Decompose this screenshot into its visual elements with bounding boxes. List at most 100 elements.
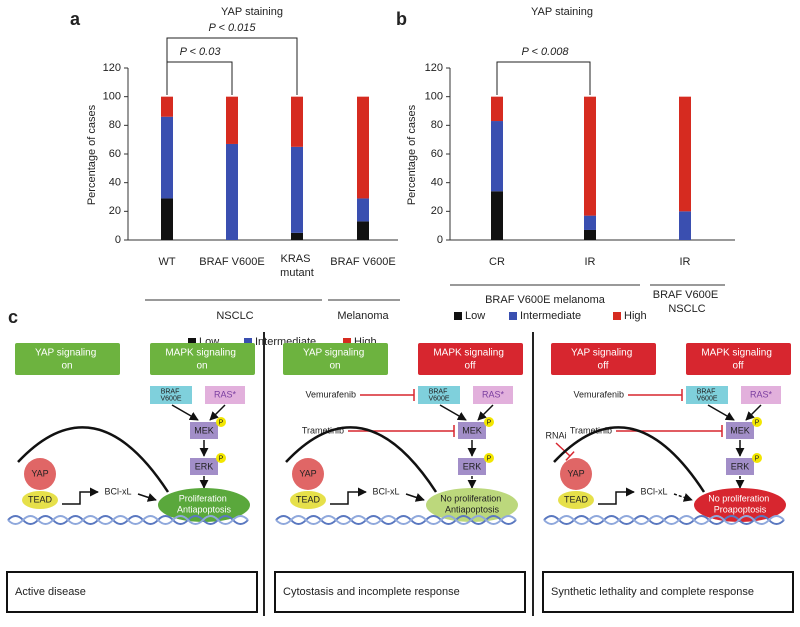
y-tick-label: 40 <box>109 177 121 189</box>
outcome-label: No proliferation Antiapoptosis <box>440 494 504 515</box>
tead-label: TEAD <box>296 494 321 504</box>
mek-label: MEK <box>194 425 214 435</box>
x-tick-label: WT <box>158 256 175 268</box>
x-tick-label: BRAF V600E <box>330 256 395 268</box>
signal-box <box>283 343 388 375</box>
y-tick-label: 0 <box>437 234 443 246</box>
bar-segment <box>491 191 503 240</box>
drug-label: Trametinib <box>302 425 344 435</box>
tead-protein <box>558 491 594 509</box>
phospho <box>752 453 762 463</box>
signal-box <box>686 343 791 375</box>
y-tick-label: 40 <box>431 177 443 189</box>
ras-label: RAS* <box>214 389 237 399</box>
phospho <box>752 417 762 427</box>
y-tick-label: 120 <box>425 62 443 74</box>
bar-segment <box>679 211 691 240</box>
phospho <box>216 453 226 463</box>
bar-segment <box>357 221 369 240</box>
bar-segment <box>584 229 596 240</box>
arrow <box>171 404 199 421</box>
caption: Active disease <box>15 586 86 598</box>
y-tick-label: 80 <box>109 119 121 131</box>
yap-label: YAP <box>299 468 316 478</box>
bar-segment <box>291 232 303 240</box>
legend-swatch <box>454 312 462 320</box>
signal-label: MAPK signaling on <box>165 347 238 371</box>
y-tick-label: 0 <box>115 234 121 246</box>
pathway-panel: YAP signaling on MAPK signaling off BRAF V… <box>274 343 526 613</box>
erk-box <box>458 458 486 475</box>
legend-label: Low <box>465 310 485 322</box>
legend-label: High <box>624 310 647 322</box>
mek-box <box>190 422 218 439</box>
signal-box <box>150 343 255 375</box>
y-tick-label: 60 <box>109 148 121 160</box>
pathway-panel: YAP signaling on MAPK signaling on BRAF V6… <box>6 343 258 613</box>
braf-label: BRAF V600E <box>696 388 717 402</box>
signal-label: YAP signaling on <box>35 347 99 371</box>
phospho-label: P <box>487 455 492 462</box>
legend-label: Intermediate <box>520 310 581 322</box>
dna <box>275 515 517 525</box>
y-tick-label: 100 <box>425 91 443 103</box>
braf-box <box>418 386 460 404</box>
drug-label: RNAi <box>545 430 566 440</box>
y-tick-label: 60 <box>431 148 443 160</box>
x-tick-label: IR <box>680 256 691 268</box>
chart-title: YAP staining <box>531 6 593 18</box>
yap-protein <box>24 458 56 490</box>
bar-segment <box>491 121 503 192</box>
outcome-label: No proliferation Proapoptosis <box>708 494 772 515</box>
phospho-label: P <box>487 419 492 426</box>
panel-label: c <box>8 307 18 327</box>
mek-label: MEK <box>462 425 482 435</box>
group-label: Melanoma <box>337 310 389 322</box>
bar-segment <box>679 96 691 212</box>
caption-box <box>6 571 258 613</box>
mek-box <box>726 422 754 439</box>
arrow <box>137 493 157 502</box>
x-tick-label: IR <box>585 256 596 268</box>
erk-label: ERK <box>463 461 482 471</box>
signal-label: YAP signaling on <box>303 347 367 371</box>
signal-box <box>418 343 523 375</box>
braf-box <box>686 386 728 404</box>
arrow <box>405 493 425 502</box>
bar-segment <box>161 198 173 240</box>
outcome-label: Proliferation Antiapoptosis <box>177 494 232 515</box>
braf-box <box>150 386 192 404</box>
tead-label: TEAD <box>28 494 53 504</box>
yap-label: YAP <box>31 468 48 478</box>
ras-box <box>473 386 513 404</box>
arrow <box>673 493 693 502</box>
arrow <box>598 487 635 505</box>
bar-segment <box>226 96 238 144</box>
bar-segment <box>584 215 596 230</box>
phospho-label: P <box>755 455 760 462</box>
y-tick-label: 20 <box>431 205 443 217</box>
signal-box <box>551 343 656 375</box>
mek-box <box>458 422 486 439</box>
annotation: P < 0.03 <box>180 46 222 58</box>
bar-segment <box>161 96 173 117</box>
outcome <box>158 488 250 522</box>
y-axis-label: Percentage of cases <box>86 104 98 205</box>
annotation: P < 0.015 <box>209 22 257 34</box>
group-label: BRAF V600E melanoma <box>485 294 606 306</box>
outcome <box>694 488 786 522</box>
group-label: NSCLC <box>216 310 253 322</box>
phospho-label: P <box>219 455 224 462</box>
panel-label: b <box>396 9 407 29</box>
arrow <box>745 404 762 421</box>
outcome <box>426 488 518 522</box>
bar-segment <box>357 198 369 222</box>
y-tick-label: 100 <box>103 91 121 103</box>
yap-protein <box>560 458 592 490</box>
dna <box>543 515 785 525</box>
ras-label: RAS* <box>750 389 773 399</box>
x-tick-label: CR <box>489 256 505 268</box>
phospho <box>484 417 494 427</box>
legend-swatch <box>244 338 252 346</box>
